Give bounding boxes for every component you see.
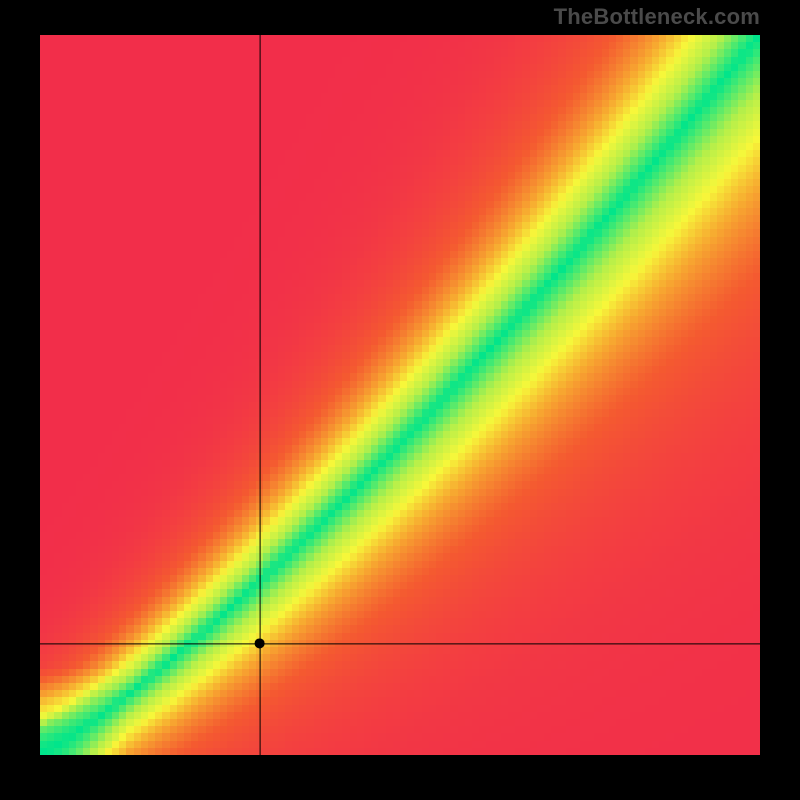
bottleneck-heatmap bbox=[40, 35, 760, 755]
watermark-text: TheBottleneck.com bbox=[554, 4, 760, 30]
chart-container: TheBottleneck.com bbox=[0, 0, 800, 800]
plot-area bbox=[40, 35, 760, 755]
